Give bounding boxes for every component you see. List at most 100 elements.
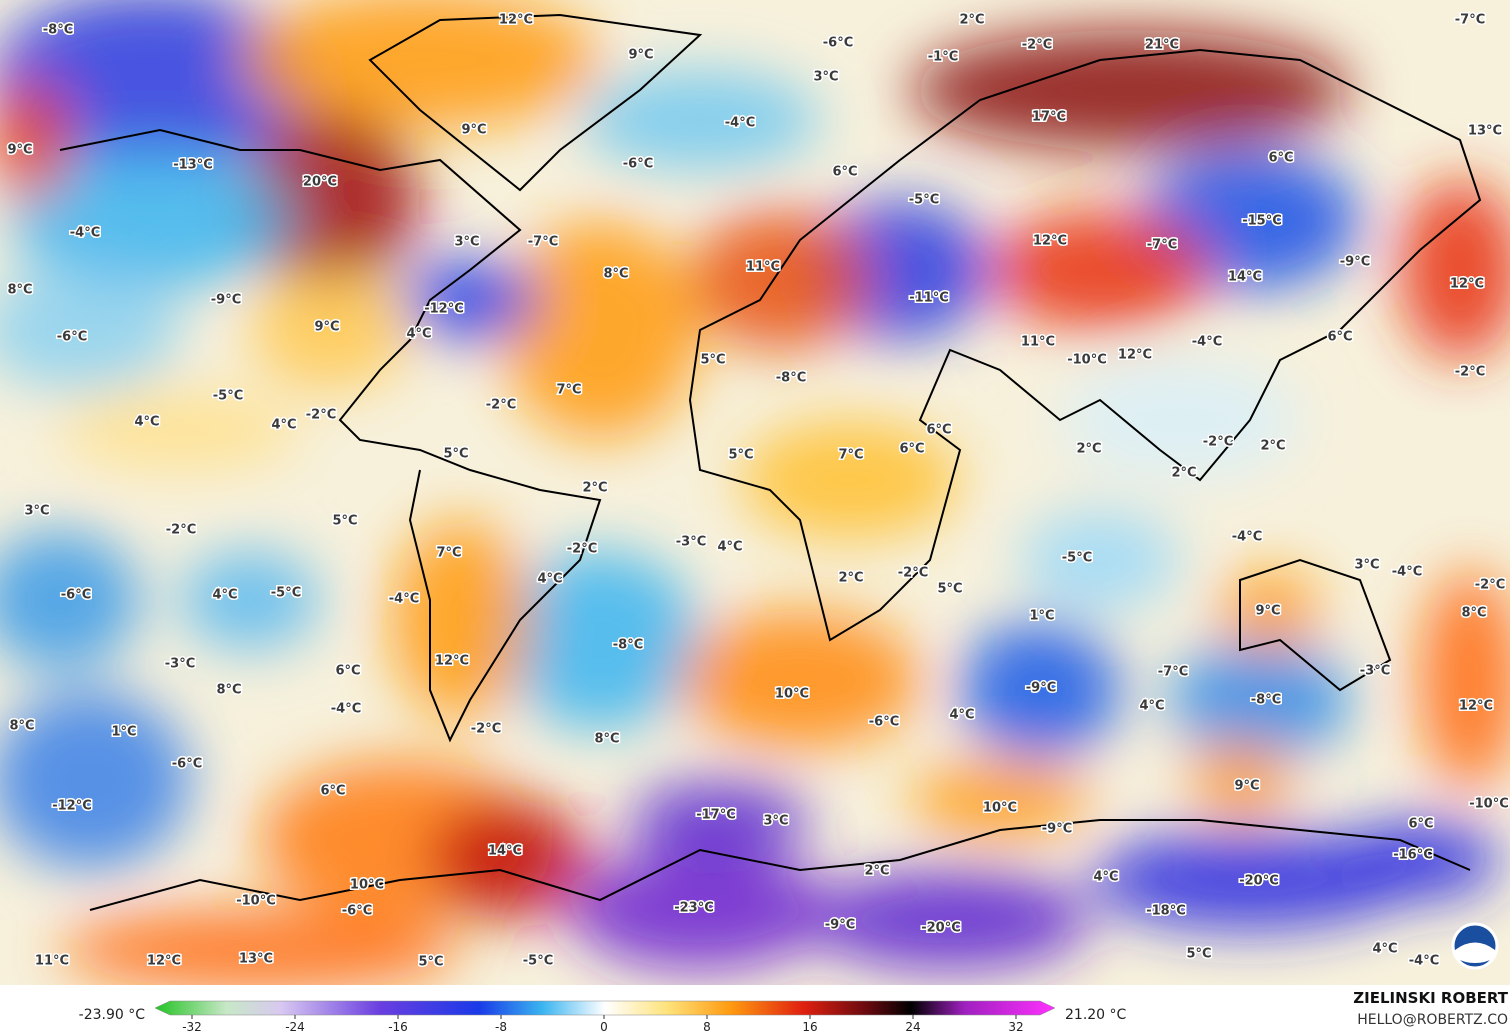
- temperature-label: 4°C: [717, 540, 742, 555]
- temperature-label: 9°C: [628, 48, 653, 63]
- temperature-label: 17°C: [1032, 110, 1066, 125]
- contact: HELLO@ROBERTZ.CO: [1357, 1012, 1508, 1028]
- field-blob: [0, 0, 310, 170]
- temperature-label: -2°C: [1455, 365, 1485, 380]
- field-blob: [1220, 570, 1320, 650]
- colorbar-tick-label: 32: [1008, 1020, 1023, 1034]
- field-blob: [1020, 510, 1180, 610]
- field-blob: [1190, 740, 1290, 820]
- temperature-label: 8°C: [7, 283, 32, 298]
- temperature-label: -5°C: [213, 389, 243, 404]
- colorbar-tick-label: 8: [703, 1020, 711, 1034]
- temperature-label: 4°C: [134, 415, 159, 430]
- temperature-label: 1°C: [111, 725, 136, 740]
- temperature-label: -11°C: [909, 291, 949, 306]
- field-blob: [0, 690, 190, 870]
- temperature-label: 9°C: [1255, 604, 1280, 619]
- temperature-label: 21°C: [1145, 38, 1179, 53]
- temperature-label: 7°C: [838, 448, 863, 463]
- temperature-label: -8°C: [1251, 693, 1281, 708]
- temperature-label: 6°C: [899, 442, 924, 457]
- temperature-label: 12°C: [1033, 234, 1067, 249]
- temperature-label: 9°C: [461, 123, 486, 138]
- temperature-label: -4°C: [331, 702, 361, 717]
- temperature-label: 4°C: [406, 327, 431, 342]
- field-blob: [390, 520, 530, 720]
- field-blob: [990, 210, 1210, 330]
- field-blob: [240, 110, 420, 290]
- temperature-label: 12°C: [1118, 348, 1152, 363]
- temperature-label: 4°C: [1093, 870, 1118, 885]
- field-blob: [1090, 830, 1410, 930]
- temperature-label: -2°C: [166, 523, 196, 538]
- field-blob: [430, 800, 590, 920]
- field-blob: [0, 270, 180, 390]
- temperature-label: -5°C: [271, 586, 301, 601]
- temperature-label: 3°C: [24, 504, 49, 519]
- temperature-label: 6°C: [1327, 330, 1352, 345]
- temperature-label: 5°C: [700, 353, 725, 368]
- temperature-label: -7°C: [1455, 13, 1485, 28]
- temperature-label: -8°C: [43, 23, 73, 38]
- temperature-label: -2°C: [1475, 578, 1505, 593]
- temperature-label: 7°C: [556, 383, 581, 398]
- temperature-label: -10°C: [236, 894, 276, 909]
- temperature-label: 2°C: [959, 13, 984, 28]
- temperature-label: 14°C: [488, 844, 522, 859]
- temperature-label: 2°C: [864, 864, 889, 879]
- temperature-label: 6°C: [1408, 817, 1433, 832]
- temperature-label: 11°C: [1021, 335, 1055, 350]
- temperature-label: -10°C: [1469, 797, 1509, 812]
- temperature-label: -18°C: [1146, 904, 1186, 919]
- field-blob: [1340, 820, 1500, 900]
- temperature-label: 3°C: [454, 235, 479, 250]
- temperature-label: -6°C: [57, 330, 87, 345]
- temperature-label: -2°C: [898, 566, 928, 581]
- temperature-label: -2°C: [567, 542, 597, 557]
- temperature-label: -17°C: [696, 808, 736, 823]
- temperature-label: 8°C: [594, 732, 619, 747]
- temperature-label: -6°C: [623, 157, 653, 172]
- temperature-label: -12°C: [52, 799, 92, 814]
- temperature-label: 12°C: [1450, 277, 1484, 292]
- field-blob: [180, 550, 320, 650]
- temperature-label: 6°C: [832, 165, 857, 180]
- colorbar-tick-label: -16: [388, 1020, 408, 1034]
- field-blob: [0, 80, 70, 200]
- field-blob: [500, 550, 700, 730]
- temperature-label: 9°C: [7, 143, 32, 158]
- field-blob: [740, 420, 960, 540]
- colorbar-tick-label: -24: [285, 1020, 305, 1034]
- temperature-label: 12°C: [499, 13, 533, 28]
- field-blob: [500, 220, 700, 440]
- field-blob: [810, 870, 1090, 970]
- field-blob: [400, 260, 540, 340]
- temperature-label: 4°C: [537, 572, 562, 587]
- field-blob: [910, 30, 1350, 150]
- temperature-label: -9°C: [1026, 681, 1056, 696]
- temperature-label: -9°C: [211, 293, 241, 308]
- field-blob: [960, 620, 1120, 760]
- temperature-label: 9°C: [1234, 779, 1259, 794]
- temperature-label: 2°C: [1260, 439, 1285, 454]
- field-blob: [1060, 360, 1300, 480]
- temperature-label: -12°C: [424, 302, 464, 317]
- temperature-label: 4°C: [949, 708, 974, 723]
- colorbar-tick-label: 24: [905, 1020, 920, 1034]
- temperature-label: -4°C: [389, 592, 419, 607]
- temperature-label: 2°C: [1171, 466, 1196, 481]
- field-blob: [60, 390, 300, 470]
- temperature-label: -13°C: [173, 158, 213, 173]
- temperature-label: 2°C: [1076, 442, 1101, 457]
- temperature-label: 9°C: [314, 320, 339, 335]
- temperature-label: -7°C: [1158, 665, 1188, 680]
- temperature-label: 20°C: [303, 175, 337, 190]
- temperature-label: 7°C: [436, 546, 461, 561]
- field-blob: [630, 780, 810, 860]
- temperature-label: -23°C: [674, 901, 714, 916]
- temperature-label: -4°C: [1232, 530, 1262, 545]
- field-blob: [690, 210, 870, 350]
- field-blob: [570, 850, 830, 970]
- temperature-label: 11°C: [35, 954, 69, 969]
- temperature-label: -6°C: [342, 904, 372, 919]
